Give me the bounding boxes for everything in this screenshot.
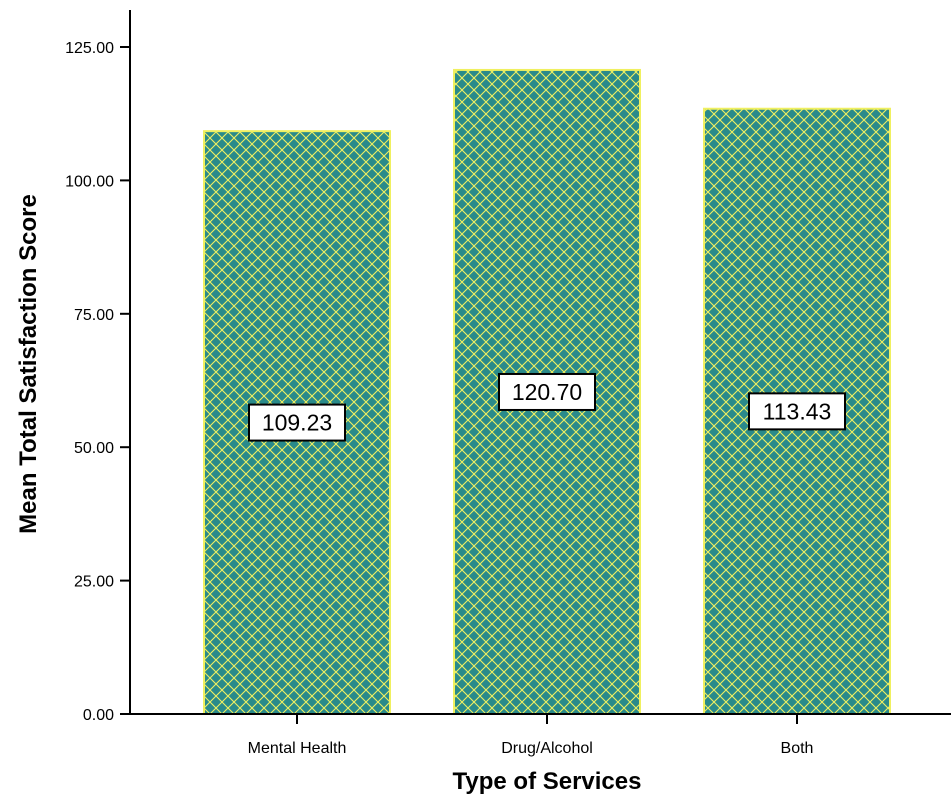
y-tick-label: 125.00 <box>65 40 114 57</box>
y-tick-label: 50.00 <box>74 440 114 457</box>
data-label-text: 120.70 <box>512 379 582 405</box>
x-axis-title: Type of Services <box>453 768 642 795</box>
axes-layer <box>129 10 951 715</box>
data-label: 120.70 <box>498 372 596 411</box>
data-label-box <box>248 403 346 442</box>
y-tick-label: 75.00 <box>74 307 114 324</box>
data-label-text: 109.23 <box>262 410 332 436</box>
data-label: 113.43 <box>748 392 846 431</box>
data-labels: 109.23 120.70 113.43 <box>248 372 846 442</box>
y-ticks: 0.00 25.00 50.00 75.00 100.00 125.00 <box>65 40 130 724</box>
y-tick-label: 100.00 <box>65 173 114 190</box>
data-label-text: 113.43 <box>763 398 832 424</box>
data-label-box <box>748 392 846 431</box>
x-tick-label: Mental Health <box>248 740 347 757</box>
x-ticks: Mental Health Drug/Alcohol Both <box>248 714 814 757</box>
y-axis-title: Mean Total Satisfaction Score <box>15 194 42 534</box>
x-tick-label: Both <box>781 740 814 757</box>
y-tick-label: 25.00 <box>74 574 114 591</box>
y-tick-label: 0.00 <box>83 707 114 724</box>
data-label: 109.23 <box>248 403 346 442</box>
data-label-box <box>498 372 596 411</box>
x-tick-label: Drug/Alcohol <box>501 740 593 757</box>
